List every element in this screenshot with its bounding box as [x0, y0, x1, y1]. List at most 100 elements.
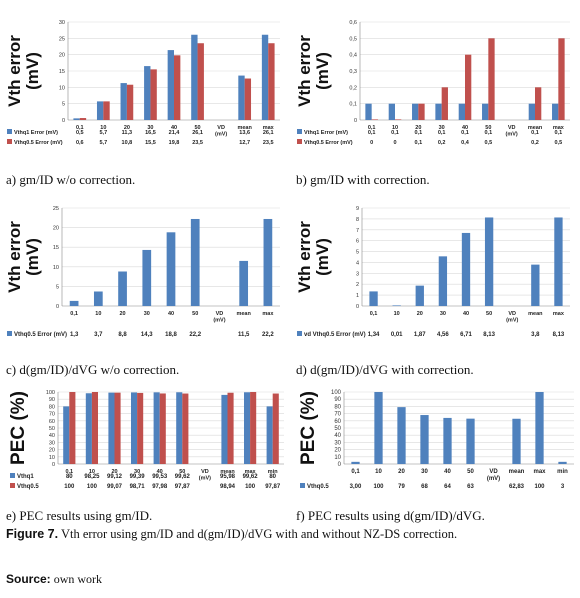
- caption-b: b) gm/ID with correction.: [296, 172, 430, 187]
- x-tick-label: 10: [394, 311, 400, 317]
- bar-d-s0: [484, 217, 494, 306]
- data-label: 12,7: [239, 140, 250, 146]
- bar-b-s1: [535, 87, 542, 120]
- x-tick-label: max: [553, 311, 565, 317]
- data-label: 13,6: [239, 130, 250, 136]
- source-text: own work: [50, 572, 103, 586]
- y-tick-label: 2: [356, 282, 359, 288]
- bar-e-s1: [114, 392, 121, 464]
- x-tick-label: min: [557, 469, 568, 475]
- legend-label: Vthq0.5 Error (mV): [304, 140, 353, 146]
- x-tick-label: min: [268, 469, 278, 475]
- caption-a: a) gm/ID w/o correction.: [6, 172, 136, 187]
- x-tick-label: 40: [171, 125, 177, 131]
- legend-swatch: [10, 483, 15, 488]
- data-label: 80: [269, 474, 276, 480]
- bar-d-s0: [461, 232, 471, 306]
- y-axis-title-line: (mV): [313, 52, 332, 90]
- bar-c-s0: [190, 218, 200, 306]
- y-tick-label: 0,4: [349, 53, 357, 59]
- y-tick-label: 80: [49, 404, 55, 410]
- bar-b-s0: [365, 103, 372, 120]
- data-label: 99,62: [243, 474, 259, 480]
- x-tick-label: 50: [194, 125, 200, 131]
- source-note: Source: own work: [6, 572, 102, 587]
- legend-swatch: [7, 129, 12, 134]
- data-label: 99,53: [152, 474, 168, 480]
- x-tick-label: mean: [237, 125, 252, 131]
- bar-e-s0: [85, 393, 92, 464]
- bar-b-s0: [458, 103, 465, 120]
- x-tick-label: VD (mV): [215, 125, 227, 138]
- y-tick-label: 15: [59, 69, 65, 75]
- legend-label: Vthq1 Error (mV): [304, 130, 348, 136]
- data-label: 6,71: [460, 332, 472, 338]
- data-label: 100: [373, 484, 384, 490]
- data-label: 0,01: [391, 332, 403, 338]
- x-tick-label: 20: [119, 311, 125, 317]
- bar-e-s0: [266, 406, 273, 464]
- figure-caption-text: Vth error using gm/ID and d(gm/ID)/dVG w…: [58, 527, 458, 541]
- bar-c-s0: [142, 249, 152, 306]
- x-tick-label: 10: [95, 311, 101, 317]
- data-label: 22,2: [262, 332, 274, 338]
- bar-a-s1: [244, 78, 252, 120]
- data-label: 99,39: [130, 474, 146, 480]
- x-tick-label: mean: [528, 125, 543, 131]
- bar-b-s0: [552, 103, 559, 120]
- x-tick-label: 20: [417, 311, 423, 317]
- data-label: 1,3: [70, 332, 79, 338]
- bar-f-s0: [420, 415, 429, 464]
- y-tick-label: 0: [356, 304, 359, 310]
- y-tick-label: 7: [356, 228, 359, 234]
- y-tick-label: 0,6: [349, 20, 357, 26]
- y-tick-label: 100: [331, 390, 342, 396]
- x-tick-label: VD (mV): [506, 125, 518, 138]
- y-tick-label: 5: [56, 284, 59, 290]
- bar-a-s1: [103, 101, 110, 120]
- legend-swatch: [297, 129, 302, 134]
- y-tick-label: 0: [56, 304, 59, 310]
- x-tick-label: 50: [467, 469, 474, 475]
- bar-c-s0: [93, 291, 103, 306]
- data-label: 99,12: [107, 474, 123, 480]
- bar-e-s0: [130, 392, 138, 464]
- data-label: 1,34: [368, 332, 380, 338]
- data-label: 0,5: [485, 140, 493, 146]
- x-tick-label-line: VD: [216, 311, 224, 317]
- bar-e-s0: [176, 392, 183, 464]
- y-axis-title-line: PEC (%): [8, 391, 29, 465]
- bar-e-s0: [243, 392, 251, 464]
- bar-b-s1: [371, 119, 378, 120]
- bar-e-s1: [159, 393, 166, 464]
- x-tick-label-line: VD: [508, 125, 516, 131]
- bar-e-s1: [182, 393, 189, 464]
- y-tick-label: 0: [52, 462, 55, 468]
- bar-b-s0: [435, 103, 442, 120]
- data-label: 0,5: [76, 130, 84, 136]
- x-tick-label-line: VD: [489, 469, 498, 475]
- data-label: 64: [444, 484, 451, 490]
- data-label: 15,5: [145, 140, 156, 146]
- x-tick-label: max: [263, 125, 275, 131]
- bar-e-s1: [69, 392, 76, 464]
- data-label: 0: [370, 140, 373, 146]
- bar-a-s0: [120, 83, 127, 120]
- y-axis-title-line: (mV): [313, 238, 332, 276]
- legend-swatch: [300, 483, 305, 488]
- bar-b-s1: [441, 87, 448, 120]
- x-tick-label: 50: [486, 311, 492, 317]
- chart-e: 0 10 20 30 40 50 60 70 80 90 100 PEC (%) 0,1 10 20 30 40…: [4, 388, 288, 506]
- y-tick-label: 4: [356, 260, 359, 266]
- y-tick-label: 60: [334, 419, 341, 425]
- data-label: 100: [245, 484, 256, 490]
- data-label: 26,1: [192, 130, 203, 136]
- bar-c-s0: [263, 218, 273, 306]
- legend-label: vd Vthq0.5 Error (mV): [304, 332, 366, 338]
- y-axis-title: Vth error(mV): [295, 221, 332, 293]
- bar-b-s1: [488, 38, 495, 120]
- bar-e-s1: [227, 392, 234, 464]
